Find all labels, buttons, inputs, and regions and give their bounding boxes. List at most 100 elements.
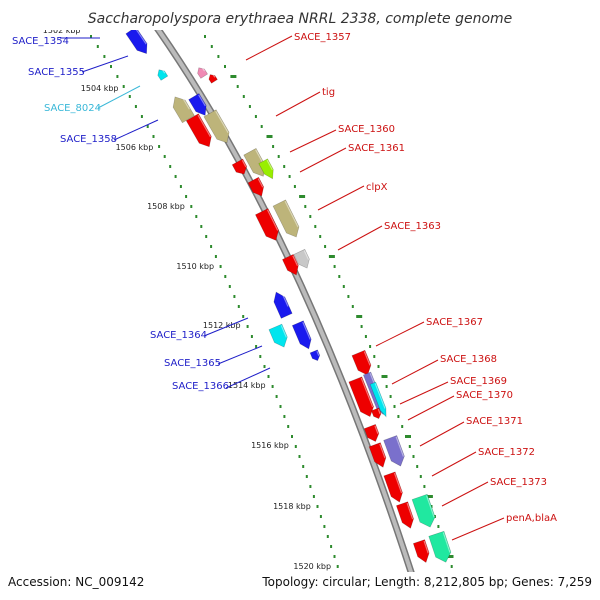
tick-dot-inner (128, 95, 131, 98)
tick-dot-inner (250, 335, 253, 338)
gene-shape (428, 530, 452, 563)
gene-arrow (231, 158, 248, 175)
leader-line-right (407, 395, 455, 421)
topology-text: Topology: circular; Length: 8,212,805 bp… (261, 575, 592, 589)
tick-dot-outer (397, 415, 400, 418)
gene-label-right: SACE_1367 (426, 317, 483, 328)
tick-dot-outer (266, 135, 273, 138)
gene-label-right: SACE_1369 (450, 376, 507, 387)
tick-dot-inner (185, 195, 188, 198)
tick-dot-inner (96, 45, 99, 48)
gene-arrow (172, 94, 195, 124)
tick-dot-outer (360, 325, 363, 328)
tick-dot-outer (447, 555, 454, 558)
gene-shape (412, 539, 430, 563)
gene-highlight (363, 351, 371, 366)
tick-label: 1504 kbp (81, 84, 119, 93)
gene-arrow (272, 199, 300, 238)
gene-shape (282, 254, 299, 276)
gene-arrow (273, 290, 293, 319)
gene-arrow (185, 113, 212, 148)
gene-arrow (309, 349, 321, 362)
gene-layer (125, 26, 452, 599)
tick-dot-outer (437, 525, 440, 528)
gene-arrow (268, 323, 288, 348)
gene-arrow (203, 109, 230, 144)
tick-dot-inner (309, 485, 312, 488)
gene-label-right: SACE_1357 (294, 32, 351, 43)
gene-highlight (377, 408, 381, 415)
tick-dot-inner (267, 375, 270, 378)
tick-dot-inner (330, 545, 333, 548)
tick-dot-outer (324, 245, 327, 248)
gene-shape (268, 323, 288, 348)
tick-dot-inner (228, 285, 231, 288)
tick-dot-outer (430, 505, 433, 508)
tick-dot-outer (272, 145, 275, 148)
gene-arrow (411, 493, 436, 528)
gene-highlight (280, 325, 287, 338)
tick-dot-outer (299, 195, 306, 198)
gene-shape (351, 349, 372, 376)
gene-label-right: SACE_1371 (466, 416, 523, 427)
tick-dot-inner (279, 405, 282, 408)
tick-dot-inner (291, 435, 293, 438)
tick-dot-inner (259, 355, 262, 358)
tick-dot-outer (328, 255, 335, 258)
gene-shape (293, 248, 310, 269)
gene-highlight (379, 443, 386, 459)
tick-label: 1514 kbp (228, 381, 266, 390)
tick-dot-outer (381, 375, 388, 378)
gene-label-left: SACE_1366 (172, 381, 229, 392)
gene-highlight (257, 178, 264, 188)
tick-dot-inner (205, 235, 208, 238)
tick-dot-inner (323, 525, 326, 528)
gene-highlight (197, 114, 212, 138)
gene-shape (291, 320, 312, 350)
leader-line-left (81, 55, 129, 73)
tick-dot-outer (260, 125, 263, 128)
gene-shape (157, 69, 169, 81)
gene-shape (369, 381, 387, 418)
tick-dot-inner (134, 105, 137, 108)
gene-arrow (188, 93, 207, 116)
gene-shape (188, 93, 207, 116)
gene-highlight (198, 94, 206, 107)
tick-dot-inner (326, 535, 329, 538)
tick-label: 1510 kbp (176, 262, 214, 271)
gene-arrow (351, 349, 372, 376)
tick-label: 1518 kbp (273, 502, 311, 511)
gene-arrow (428, 530, 452, 563)
tick-dot-outer (347, 295, 350, 298)
tick-dot-outer (319, 235, 322, 238)
gene-highlight (303, 250, 310, 260)
tick-dot-inner (116, 75, 119, 78)
tick-dot-outer (364, 335, 367, 338)
tick-dot-inner (224, 275, 227, 278)
leader-line-right (299, 147, 347, 173)
gene-highlight (292, 255, 299, 266)
tick-dot-outer (369, 345, 372, 348)
tick-dot-inner (103, 55, 106, 58)
tick-dot-inner (190, 205, 193, 208)
gene-arrow (255, 208, 279, 241)
gene-label-right: SACE_1373 (490, 477, 547, 488)
tick-dot-outer (248, 105, 251, 108)
tick-dot-outer (242, 95, 245, 98)
gene-arrow (258, 158, 274, 180)
gene-arrow (125, 26, 148, 55)
tick-label: 1512 kbp (203, 321, 241, 330)
leader-line-left (225, 367, 271, 389)
tick-dot-inner (219, 265, 222, 268)
gene-arrow (383, 435, 405, 467)
tick-dot-outer (377, 365, 380, 368)
gene-arrow (383, 471, 403, 503)
title-band (0, 0, 600, 30)
leader-line-right (391, 359, 439, 385)
gene-highlight (316, 350, 320, 357)
gene-arrow (348, 376, 374, 418)
gene-highlight (426, 495, 435, 518)
tick-dot-outer (416, 465, 419, 468)
tick-dot-inner (110, 65, 112, 68)
tick-dot-inner (246, 325, 249, 328)
